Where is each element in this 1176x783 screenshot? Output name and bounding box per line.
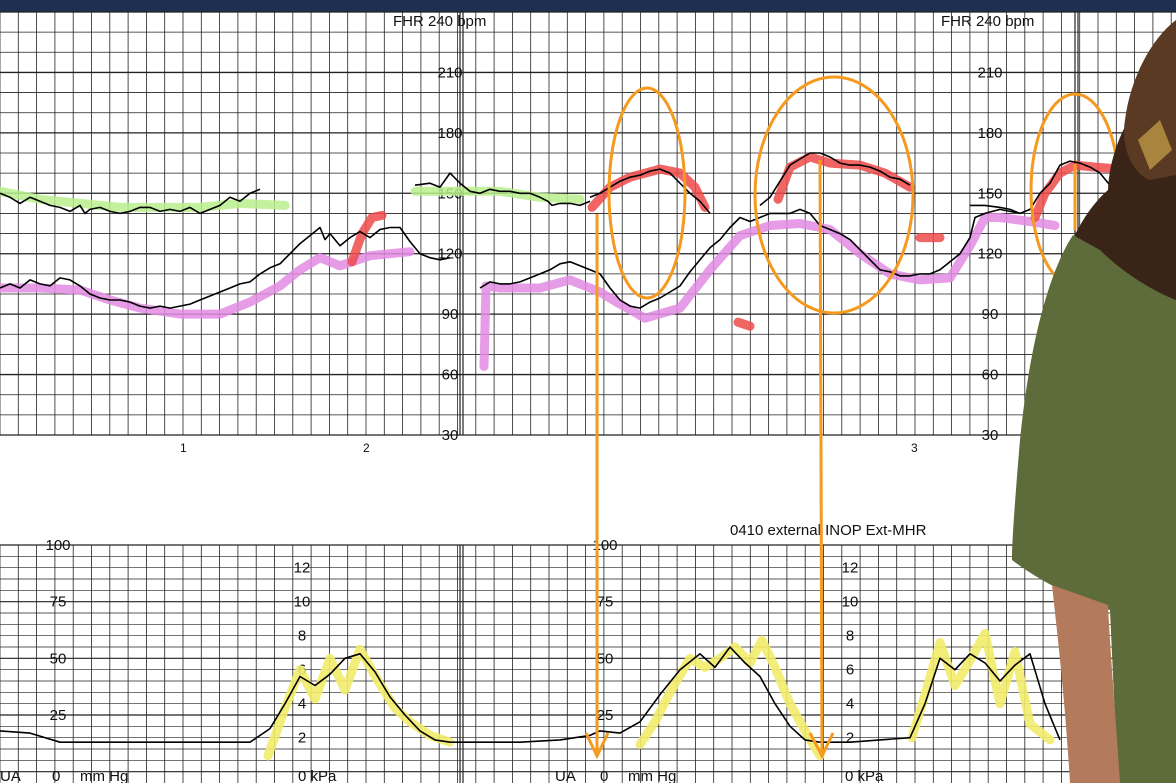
kpa-tick-label: 2 <box>846 730 854 747</box>
ua-status-text: 0410 external INOP Ext-MHR <box>730 522 927 539</box>
fhr-tick-label: 180 <box>977 125 1002 142</box>
fhr-trace <box>0 188 261 215</box>
ua-tick-label: 25 <box>50 707 67 724</box>
fhr-trace <box>414 172 591 207</box>
red-highlight-stroke <box>733 317 755 331</box>
red-highlight-stroke <box>347 210 387 267</box>
kpa-tick-label: 2 <box>298 730 306 747</box>
kpa-tick-label: 12 <box>842 560 859 577</box>
kpa-tick-label: 12 <box>294 560 311 577</box>
yellow-highlight-stroke <box>907 628 1055 745</box>
ua-footer-unit-right: mm Hg <box>628 768 676 783</box>
kpa-footer-right: 0 kPa <box>845 768 884 783</box>
fhr-tick-label: 120 <box>977 246 1002 263</box>
kpa-tick-label: 8 <box>846 628 854 645</box>
ua-trace <box>0 646 1061 744</box>
ua-traces <box>0 646 1061 744</box>
ua-tick-label: 75 <box>597 594 614 611</box>
fhr-highlights <box>0 152 1125 371</box>
orange-arrow-line-2 <box>818 159 824 753</box>
orange-markup <box>584 75 1121 760</box>
fhr-tick-label: 60 <box>982 367 999 384</box>
fhr-tick-label: 210 <box>977 64 1002 81</box>
kpa-tick-label: 10 <box>842 594 859 611</box>
orange-ellipse-2 <box>753 75 915 315</box>
ua-tick-label: 50 <box>597 650 614 667</box>
red-highlight-stroke <box>773 152 915 204</box>
kpa-footer-left: 0 kPa <box>298 768 337 783</box>
fhr-tick-label: 180 <box>437 125 462 142</box>
ua-tick-labels: 25 50 75 100 25 50 75 100 <box>45 537 617 724</box>
ua-footer-label-right: UA <box>555 768 576 783</box>
window-top-bar <box>0 0 1176 12</box>
fhr-tick-label: 60 <box>442 367 459 384</box>
ua-grid <box>0 544 1176 783</box>
ua-footer-zero-left: 0 <box>52 768 60 783</box>
ua-footer-zero-right: 0 <box>600 768 608 783</box>
ua-footer-unit-left: mm Hg <box>80 768 128 783</box>
ua-tick-label: 50 <box>50 650 67 667</box>
orange-arrow-head-1 <box>584 732 610 760</box>
fhr-trace <box>479 208 1021 309</box>
fhr-traces <box>0 152 1136 309</box>
fhr-tick-label: 30 <box>442 427 459 444</box>
ua-tick-label: 75 <box>50 594 67 611</box>
orange-ellipse-1 <box>607 86 687 300</box>
fhr-trace <box>759 152 911 207</box>
minute-label-1: 1 <box>180 441 187 455</box>
fhr-tick-label: 30 <box>982 427 999 444</box>
fhr-trace <box>0 226 451 309</box>
fhr-header-left: FHR 240 bpm <box>393 13 486 30</box>
kpa-tick-label: 10 <box>294 594 311 611</box>
ua-tick-label: 100 <box>45 537 70 554</box>
yellow-highlight-stroke <box>263 644 455 761</box>
orange-arrow-head-2 <box>808 732 835 760</box>
fhr-tick-label: 210 <box>437 64 462 81</box>
kpa-tick-label: 4 <box>846 696 854 713</box>
fhr-tick-label: 90 <box>982 306 999 323</box>
kpa-tick-label: 6 <box>846 662 854 679</box>
ua-tick-label: 25 <box>597 707 614 724</box>
yellow-highlight-stroke <box>635 635 825 761</box>
pink-highlight-stroke <box>479 213 1060 371</box>
pink-highlight-stroke <box>0 247 415 319</box>
ua-footer-label-left: UA <box>0 768 21 783</box>
minute-label-2: 2 <box>363 441 370 455</box>
fhr-header-right: FHR 240 bpm <box>941 13 1034 30</box>
kpa-tick-label: 8 <box>298 628 306 645</box>
fhr-tick-label: 150 <box>977 185 1002 202</box>
ua-tick-label: 100 <box>592 537 617 554</box>
minute-label-3: 3 <box>911 441 918 455</box>
kpa-tick-label: 4 <box>298 696 306 713</box>
fhr-tick-label: 90 <box>442 306 459 323</box>
